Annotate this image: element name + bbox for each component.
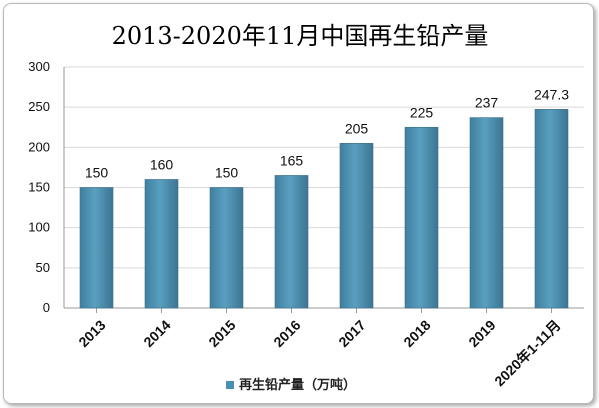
x-tick-label: 2019 <box>465 317 498 350</box>
x-tick-label: 2017 <box>335 317 368 350</box>
data-label: 160 <box>150 156 174 172</box>
chart-title: 2013-2020年11月中国再生铅产量 <box>112 22 489 50</box>
y-tick-label: 150 <box>28 180 50 195</box>
bar-2017 <box>339 143 374 309</box>
x-tick-label: 2016 <box>270 317 303 350</box>
legend-swatch <box>226 381 234 389</box>
bar-2013 <box>79 187 114 309</box>
legend: 再生铅产量（万吨） <box>226 377 356 393</box>
data-label: 237 <box>475 95 499 111</box>
bar-2019 <box>469 117 504 309</box>
bar-2015 <box>209 187 244 309</box>
y-axis-ticks: 0 50 100 150 200 250 300 <box>28 59 50 315</box>
x-tick-label: 2013 <box>75 317 108 350</box>
data-label: 165 <box>280 152 304 168</box>
data-label: 225 <box>410 104 434 120</box>
y-tick-label: 200 <box>28 139 50 154</box>
y-tick-label: 250 <box>28 99 50 114</box>
data-label: 150 <box>85 165 109 181</box>
bar-2020年1-11月 <box>534 109 569 309</box>
bar-2016 <box>274 175 309 309</box>
x-tick-label: 2015 <box>205 317 238 350</box>
x-tick-label: 2014 <box>140 317 173 350</box>
y-tick-label: 300 <box>28 59 50 74</box>
y-tick-label: 50 <box>36 260 50 275</box>
data-label: 247.3 <box>534 86 569 102</box>
y-tick-label: 100 <box>28 220 50 235</box>
x-tick-label: 2020年1-11月 <box>491 317 563 389</box>
bar-2014 <box>144 179 179 309</box>
data-label: 205 <box>345 120 369 136</box>
bar-2018 <box>404 126 439 309</box>
data-label: 150 <box>215 165 239 181</box>
data-labels: 150 160 150 165 205 225 237 247.3 <box>85 86 569 180</box>
gridlines <box>64 66 584 269</box>
bars <box>79 109 569 309</box>
legend-label: 再生铅产量（万吨） <box>239 377 356 393</box>
y-tick-label: 0 <box>43 300 50 315</box>
axes <box>63 67 584 313</box>
x-tick-label: 2018 <box>400 317 433 350</box>
